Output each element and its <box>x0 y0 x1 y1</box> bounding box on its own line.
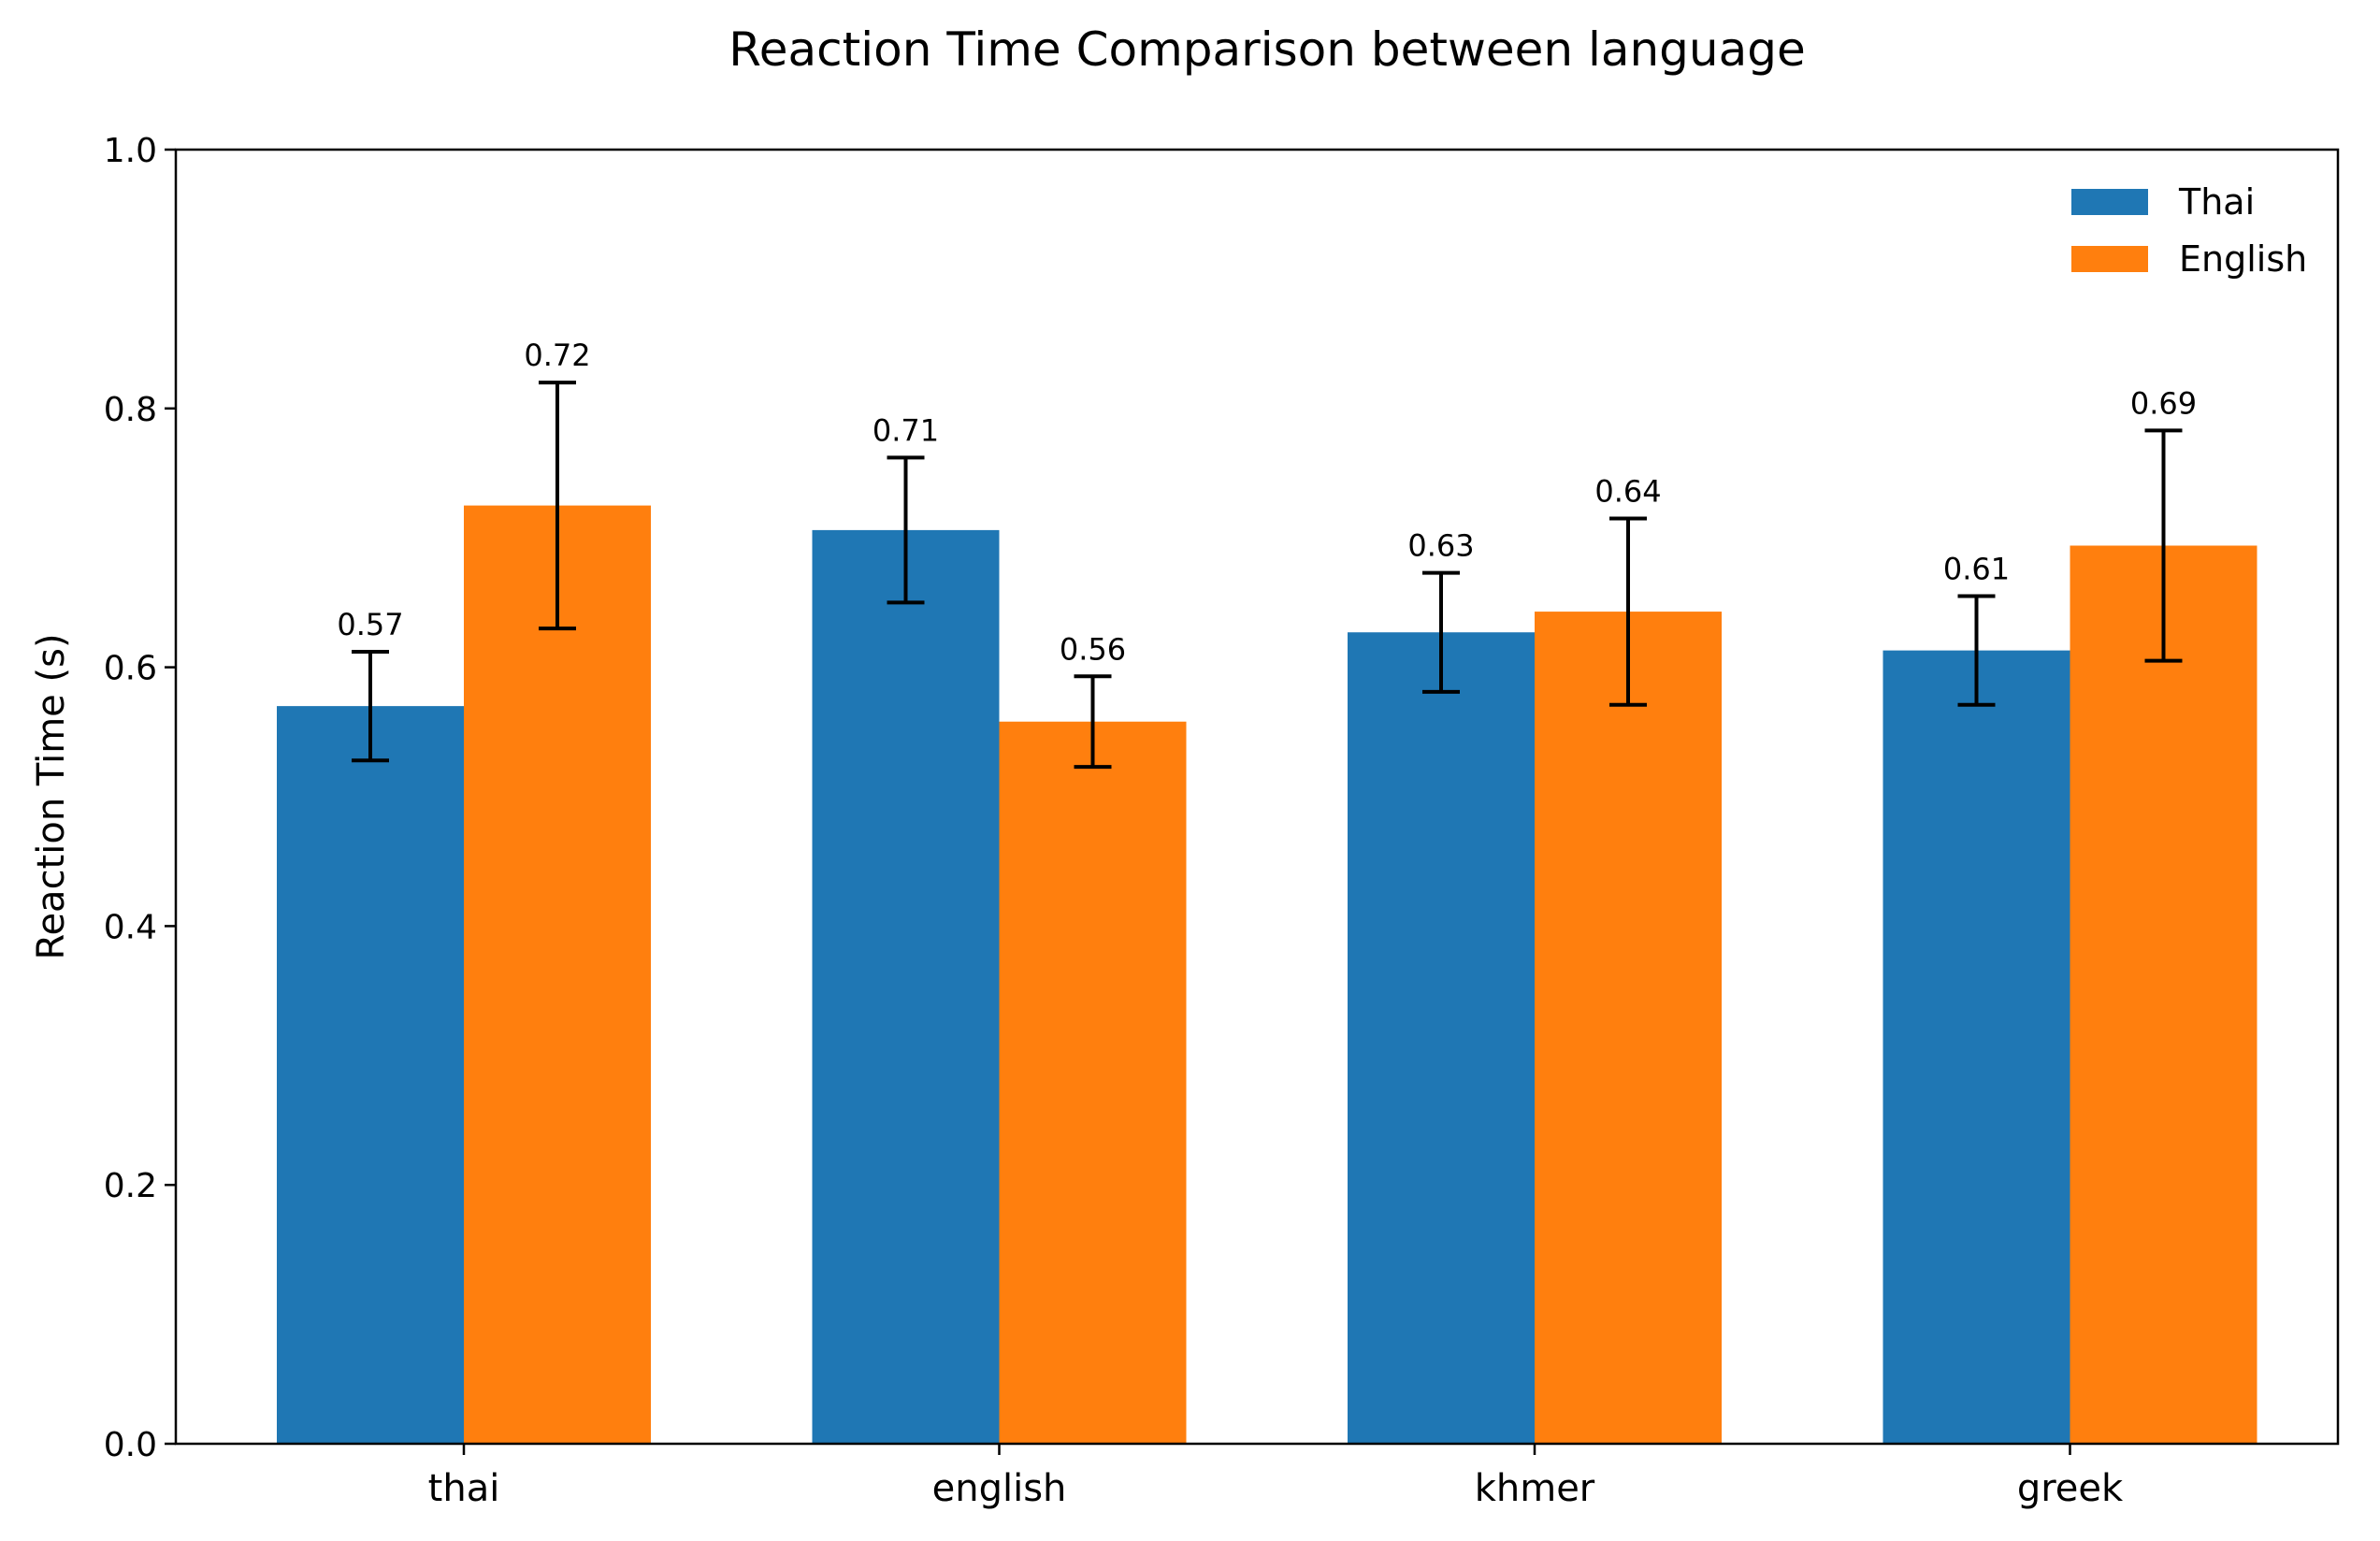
legend: Thai English <box>2071 181 2307 280</box>
x-tick-label-khmer: khmer <box>1475 1467 1595 1510</box>
legend-swatch-english <box>2071 246 2148 272</box>
y-axis-label: Reaction Time (s) <box>30 633 73 959</box>
y-tick-label: 0.8 <box>104 391 157 429</box>
x-tick-label-english: english <box>932 1467 1067 1510</box>
bar-english-khmer <box>1535 612 1722 1444</box>
data-label: 0.57 <box>337 607 403 642</box>
bar-thai-greek <box>1882 650 2070 1444</box>
bar-english-greek <box>2070 545 2257 1444</box>
bar-english-thai <box>464 505 651 1444</box>
y-tick-label: 0.2 <box>104 1167 157 1205</box>
bar-thai-khmer <box>1348 632 1535 1444</box>
bar-english-english <box>999 721 1187 1444</box>
legend-label-english: English <box>2179 238 2307 280</box>
data-label: 0.69 <box>2130 385 2197 421</box>
legend-label-thai: Thai <box>2178 181 2255 223</box>
data-label: 0.56 <box>1060 631 1126 667</box>
data-label: 0.71 <box>873 412 939 448</box>
data-label: 0.64 <box>1594 473 1661 509</box>
y-tick-label: 1.0 <box>104 132 157 170</box>
data-label: 0.61 <box>1943 551 2010 586</box>
bar-thai-english <box>812 529 1000 1444</box>
bar-thai-thai <box>277 706 464 1444</box>
y-tick-label: 0.6 <box>104 650 157 688</box>
legend-swatch-thai <box>2071 189 2148 215</box>
data-label: 0.63 <box>1407 528 1474 564</box>
x-tick-label-greek: greek <box>2017 1467 2124 1510</box>
y-tick-label: 0.4 <box>104 908 157 946</box>
x-tick-label-thai: thai <box>428 1467 500 1510</box>
axes-frame <box>174 148 2340 1446</box>
chart-title: Reaction Time Comparison between languag… <box>728 22 1805 77</box>
data-label: 0.72 <box>524 338 590 373</box>
y-tick-label: 0.0 <box>104 1426 157 1464</box>
plot-area: 0.57 0.71 0.63 0.61 0.72 0.56 0.64 0.69 0.0 0.2 0.… <box>104 132 2340 1510</box>
